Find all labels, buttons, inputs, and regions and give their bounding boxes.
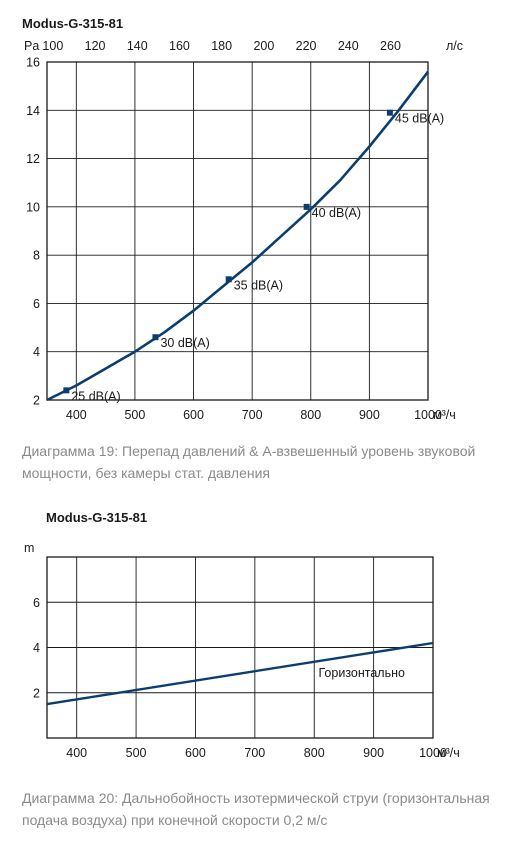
chart1-x2tick: 160 <box>169 39 190 53</box>
chart2-grid <box>46 556 434 739</box>
chart2-ytick: 6 <box>33 596 40 610</box>
chart1-marker <box>152 334 159 341</box>
chart1-marker-label: 35 dB(A) <box>234 278 283 292</box>
chart1-curve <box>46 70 430 402</box>
chart2-ylabel: m <box>24 541 34 555</box>
chart2-xtick: 700 <box>244 746 265 760</box>
chart1-x2label: л/с <box>446 39 463 53</box>
chart2-title: Modus-G-315-81 <box>46 510 147 525</box>
chart2-xtick: 600 <box>185 746 206 760</box>
chart1-marker <box>303 203 310 210</box>
chart2-xtick: 1000 <box>419 746 447 760</box>
throw-distance-chart: 400 500 600 700 800 900 1000 2 4 6 Modus-G-315-81 m… <box>24 510 460 760</box>
chart1-xtick: 700 <box>242 408 263 422</box>
chart1-ytick: 14 <box>26 104 40 118</box>
chart1-markers <box>63 109 393 394</box>
chart2-xtick: 800 <box>304 746 325 760</box>
chart1-marker <box>63 387 70 394</box>
chart1-ytick: 16 <box>26 56 40 70</box>
chart1-ytick: 10 <box>26 200 40 214</box>
chart2-xtick: 500 <box>126 746 147 760</box>
chart1-xlabel: м³/ч <box>433 408 456 422</box>
chart1-series <box>46 70 430 402</box>
chart1-grid <box>46 61 429 401</box>
chart1-marker <box>386 109 393 116</box>
chart1-title: Modus-G-315-81 <box>22 16 123 31</box>
chart1-ytick: 2 <box>33 394 40 408</box>
chart1-x2tick: 140 <box>127 39 148 53</box>
chart1-xtick: 400 <box>66 408 87 422</box>
chart1-x2tick: 200 <box>253 39 274 53</box>
chart2-line <box>46 641 434 706</box>
chart1-frame <box>46 61 429 401</box>
chart1-x2tick: 240 <box>338 39 359 53</box>
chart2-xtick: 400 <box>66 746 87 760</box>
chart1-caption: Диаграмма 19: Перепад давлений & A-взвеш… <box>22 443 476 481</box>
chart2-labels: 400 500 600 700 800 900 1000 2 4 6 Modus-G-315-81 m… <box>24 510 460 760</box>
chart1-ytick: 8 <box>33 249 40 263</box>
chart1-marker-label: 30 dB(A) <box>160 336 209 350</box>
chart2-xtick: 900 <box>363 746 384 760</box>
chart1-marker-label: 40 dB(A) <box>312 206 361 220</box>
chart1-x2tick: 260 <box>380 39 401 53</box>
chart2-xlabel: м³/ч <box>437 746 460 760</box>
chart1-ytick: 6 <box>33 297 40 311</box>
chart1-xtick: 600 <box>183 408 204 422</box>
chart2-series-label: Горизонтально <box>319 666 406 680</box>
chart1-ytick: 12 <box>26 152 40 166</box>
chart1-xtick: 1000 <box>414 408 442 422</box>
chart1-x2tick: 100 <box>42 39 63 53</box>
chart2-caption: Диаграмма 20: Дальнобойность изотермичес… <box>22 790 490 828</box>
chart1-xtick: 800 <box>300 408 321 422</box>
chart2-series <box>46 641 434 706</box>
chart1-x2tick: 220 <box>296 39 317 53</box>
chart1-ylabel: Pa <box>24 39 39 53</box>
chart1-marker-label: 25 dB(A) <box>71 389 120 403</box>
chart1-xtick: 500 <box>124 408 145 422</box>
chart2-ytick: 2 <box>33 686 40 700</box>
chart2-ytick: 4 <box>33 641 40 655</box>
chart1-x2tick: 120 <box>85 39 106 53</box>
chart1-marker <box>225 276 232 283</box>
chart1-xtick: 900 <box>359 408 380 422</box>
chart1-ytick: 4 <box>33 345 40 359</box>
chart1-marker-label: 45 dB(A) <box>395 112 444 126</box>
chart1-x2tick: 180 <box>211 39 232 53</box>
